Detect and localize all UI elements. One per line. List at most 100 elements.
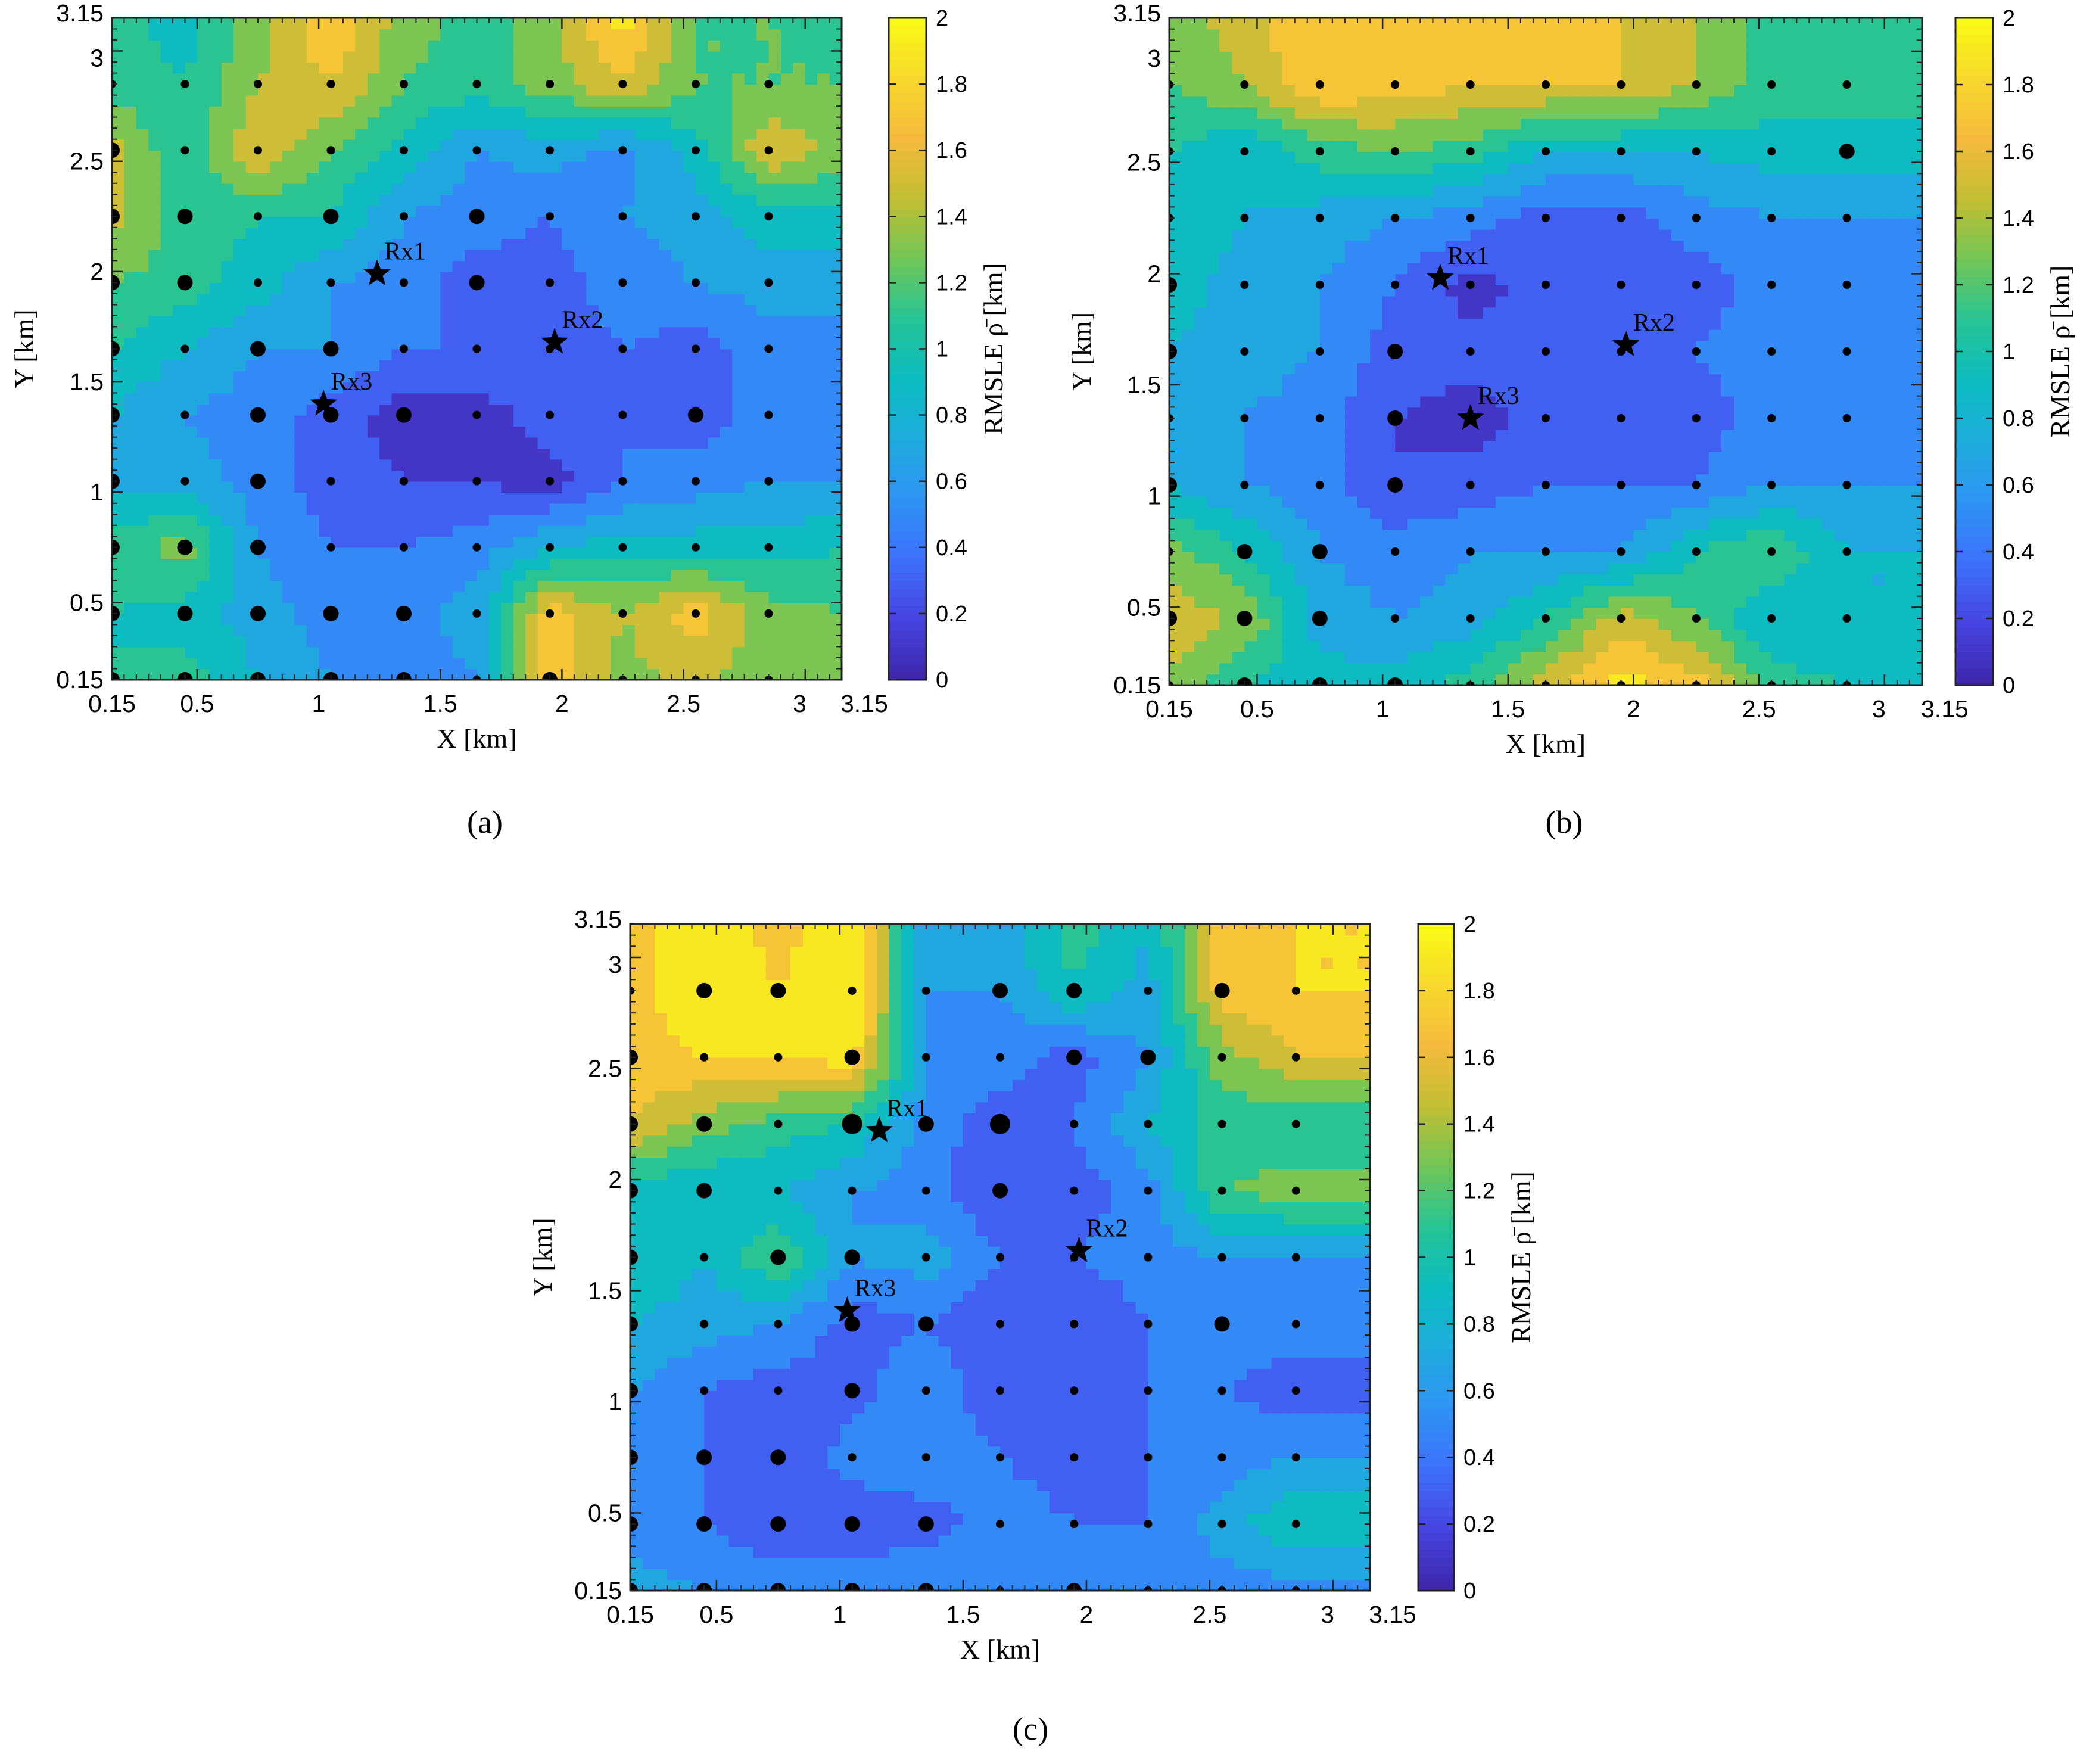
- contour-cell: [744, 470, 757, 482]
- contour-cell: [306, 282, 319, 294]
- contour-cell: [574, 183, 587, 195]
- contour-cell: [732, 371, 745, 382]
- contour-cell: [1169, 596, 1182, 608]
- contour-cell: [501, 40, 514, 52]
- contour-cell: [696, 40, 709, 52]
- contour-cell: [282, 183, 295, 195]
- x-tick-label: 3: [793, 690, 806, 717]
- contour-cell: [404, 194, 417, 206]
- contour-cell: [768, 459, 781, 471]
- contour-cell: [488, 205, 502, 217]
- sample-point: [250, 539, 266, 555]
- contour-cell: [768, 658, 781, 670]
- contour-cell: [598, 360, 611, 372]
- contour-cell: [160, 282, 173, 294]
- contour-cell: [1257, 95, 1271, 108]
- contour-cell: [477, 95, 490, 107]
- contour-cell: [732, 360, 745, 372]
- contour-cell: [136, 51, 149, 63]
- contour-cell: [258, 558, 271, 570]
- contour-cell: [452, 635, 465, 648]
- contour-cell: [331, 569, 344, 581]
- contour-cell: [696, 150, 709, 162]
- contour-cell: [160, 437, 173, 449]
- contour-cell: [1282, 407, 1296, 419]
- contour-cell: [331, 503, 344, 515]
- contour-cell: [233, 51, 247, 63]
- contour-cell: [1219, 162, 1233, 175]
- contour-cell: [1332, 485, 1346, 497]
- contour-cell: [367, 668, 380, 680]
- contour-cell: [294, 29, 307, 41]
- contour-cell: [598, 591, 611, 603]
- contour-cell: [696, 29, 709, 41]
- contour-cell: [537, 128, 550, 140]
- contour-cell: [1332, 29, 1346, 41]
- contour-cell: [282, 635, 295, 648]
- contour-cell: [185, 580, 198, 592]
- contour-cell: [245, 326, 259, 338]
- contour-cell: [355, 73, 368, 85]
- contour-cell: [1182, 229, 1195, 241]
- contour-cell: [488, 271, 502, 284]
- contour-cell: [221, 260, 234, 272]
- contour-cell: [647, 139, 660, 151]
- contour-cell: [379, 459, 393, 471]
- contour-cell: [829, 481, 842, 493]
- contour-cell: [708, 536, 721, 548]
- contour-cell: [1257, 162, 1271, 175]
- contour-cell: [465, 591, 478, 603]
- contour-cell: [465, 183, 478, 195]
- contour-cell: [1294, 195, 1308, 208]
- contour-cell: [173, 658, 186, 670]
- contour-cell: [574, 569, 587, 581]
- contour-cell: [513, 470, 526, 482]
- contour-cell: [270, 382, 283, 394]
- sample-point: [180, 477, 189, 486]
- contour-cell: [233, 492, 247, 504]
- contour-cell: [391, 580, 404, 592]
- contour-cell: [1207, 462, 1220, 475]
- contour-cell: [1294, 407, 1308, 419]
- contour-cell: [1319, 440, 1333, 452]
- contour-cell: [817, 624, 830, 636]
- contour-cell: [586, 150, 599, 162]
- contour-cell: [732, 393, 745, 405]
- contour-cell: [306, 62, 319, 74]
- contour-cell: [319, 260, 332, 272]
- contour-cell: [550, 216, 563, 228]
- contour-cell: [1294, 562, 1308, 575]
- contour-cell: [379, 558, 393, 570]
- contour-cell: [793, 194, 806, 206]
- contour-cell: [367, 238, 380, 250]
- contour-cell: [1219, 329, 1233, 341]
- contour-cell: [501, 326, 514, 338]
- contour-cell: [550, 40, 563, 52]
- contour-cell: [258, 161, 271, 173]
- contour-cell: [233, 503, 247, 515]
- contour-cell: [331, 459, 344, 471]
- sample-point: [400, 146, 408, 155]
- contour-cell: [793, 404, 806, 416]
- contour-cell: [404, 282, 417, 294]
- contour-cell: [221, 514, 234, 526]
- contour-cell: [525, 525, 538, 537]
- contour-cell: [112, 18, 125, 30]
- contour-cell: [173, 128, 186, 140]
- contour-cell: [282, 62, 295, 74]
- contour-cell: [245, 503, 259, 515]
- contour-cell: [452, 448, 465, 460]
- contour-cell: [562, 40, 575, 52]
- contour-cell: [148, 249, 161, 262]
- contour-cell: [793, 29, 806, 41]
- colorbar-segment: [889, 638, 926, 648]
- contour-cell: [391, 503, 404, 515]
- contour-cell: [574, 117, 587, 129]
- contour-cell: [306, 624, 319, 636]
- contour-cell: [209, 558, 222, 570]
- contour-cell: [488, 602, 502, 614]
- contour-cell: [1194, 440, 1207, 452]
- contour-cell: [173, 514, 186, 526]
- contour-cell: [671, 249, 684, 262]
- contour-cell: [1182, 429, 1195, 441]
